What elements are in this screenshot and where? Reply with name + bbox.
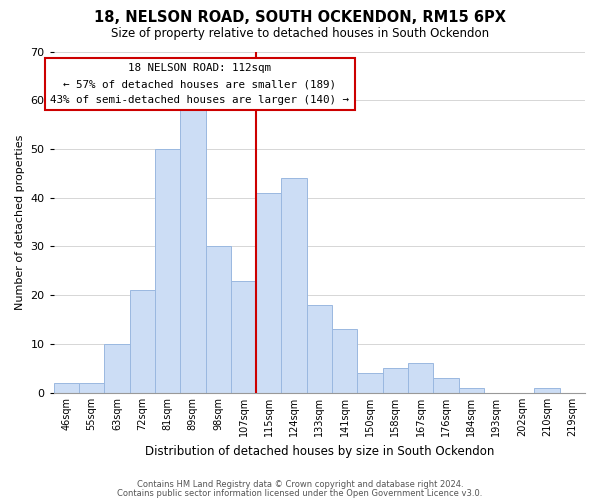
Bar [180, 110, 206, 393]
Bar [281, 178, 307, 392]
Bar [535, 388, 560, 392]
Bar [433, 378, 458, 392]
Bar [358, 373, 383, 392]
X-axis label: Distribution of detached houses by size in South Ockendon: Distribution of detached houses by size … [145, 444, 494, 458]
Bar [383, 368, 408, 392]
Text: Size of property relative to detached houses in South Ockendon: Size of property relative to detached ho… [111, 28, 489, 40]
Text: Contains HM Land Registry data © Crown copyright and database right 2024.: Contains HM Land Registry data © Crown c… [137, 480, 463, 489]
Bar [231, 280, 256, 392]
Bar [155, 149, 180, 392]
Bar [206, 246, 231, 392]
Bar [130, 290, 155, 392]
Bar [54, 383, 79, 392]
Bar [256, 193, 281, 392]
Text: 18 NELSON ROAD: 112sqm
← 57% of detached houses are smaller (189)
43% of semi-de: 18 NELSON ROAD: 112sqm ← 57% of detached… [50, 64, 349, 104]
Bar [332, 330, 358, 392]
Bar [307, 305, 332, 392]
Bar [458, 388, 484, 392]
Y-axis label: Number of detached properties: Number of detached properties [15, 134, 25, 310]
Text: Contains public sector information licensed under the Open Government Licence v3: Contains public sector information licen… [118, 488, 482, 498]
Bar [79, 383, 104, 392]
Bar [408, 364, 433, 392]
Bar [104, 344, 130, 393]
Text: 18, NELSON ROAD, SOUTH OCKENDON, RM15 6PX: 18, NELSON ROAD, SOUTH OCKENDON, RM15 6P… [94, 10, 506, 25]
